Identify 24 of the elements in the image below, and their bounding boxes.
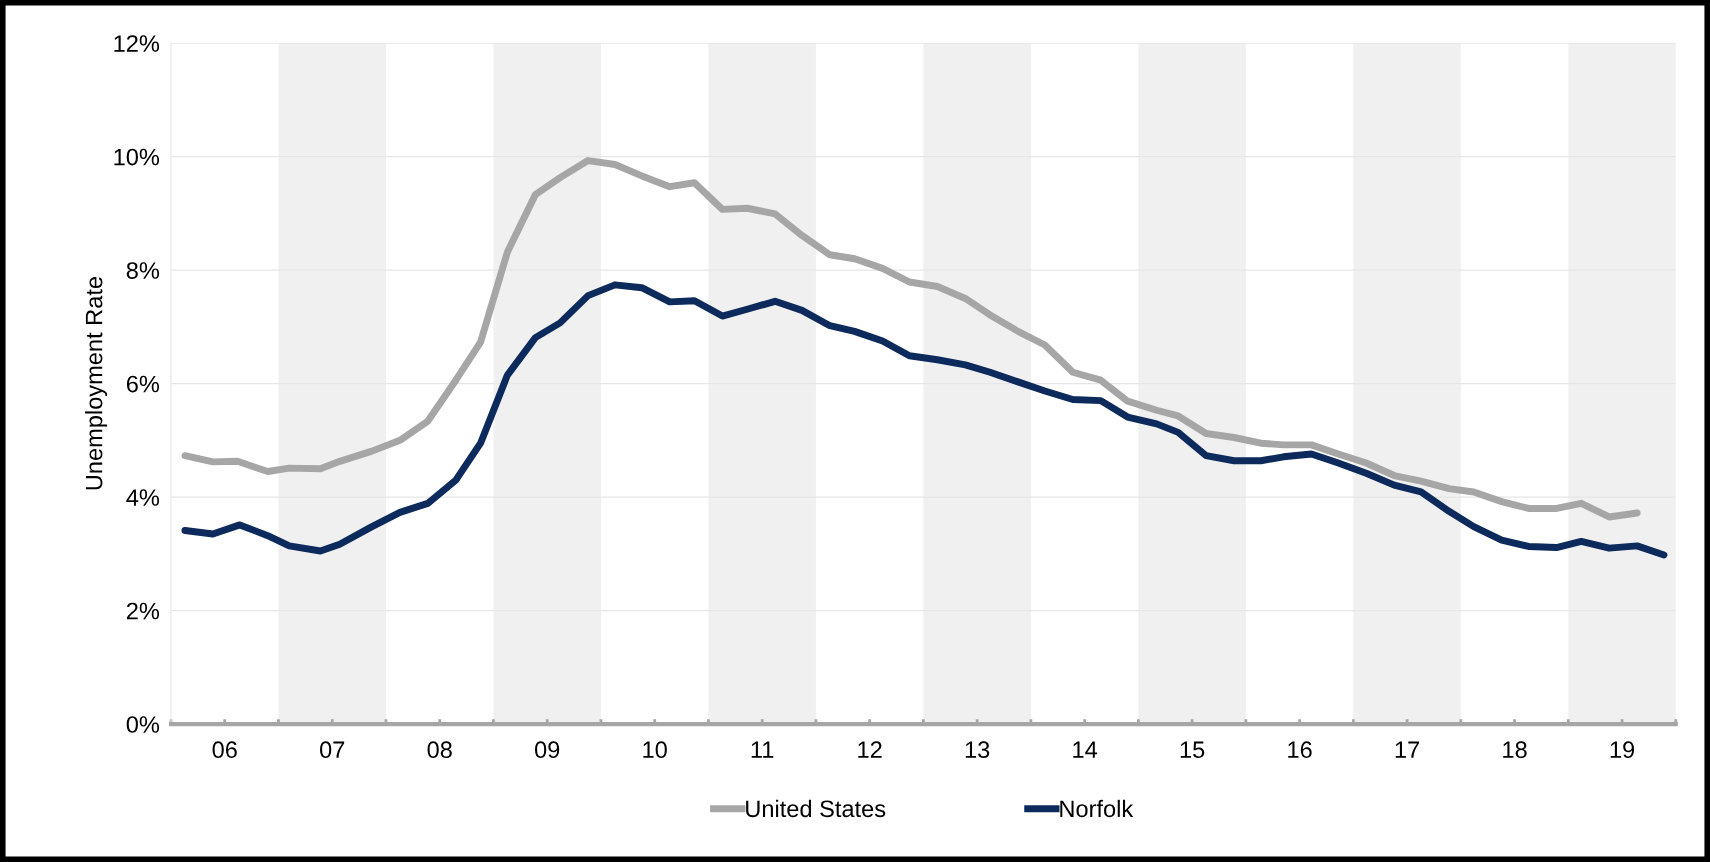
x-tick-label: 09 xyxy=(534,741,560,759)
x-tick-label: 13 xyxy=(965,741,990,759)
x-tick-label: 06 xyxy=(212,741,237,759)
y-tick-label: 8% xyxy=(126,262,160,279)
x-tick-label: 12 xyxy=(858,741,882,758)
y-tick-label: 10% xyxy=(114,148,160,166)
x-tick-label: 07 xyxy=(320,741,345,759)
y-tick-label: 0% xyxy=(126,716,160,733)
y-tick-label: 6% xyxy=(126,375,160,393)
x-tick-label: 11 xyxy=(751,741,774,758)
y-tick-label: 2% xyxy=(126,602,160,620)
y-tick-label: 4% xyxy=(126,489,160,506)
y-tick-label: 12% xyxy=(114,35,160,52)
x-tick-label: 16 xyxy=(1288,741,1312,759)
legend-label: United States xyxy=(746,799,886,818)
x-tick-label: 15 xyxy=(1180,741,1205,759)
x-tick-label: 17 xyxy=(1395,741,1420,758)
x-tick-label: 10 xyxy=(643,741,667,759)
legend-label: Norfolk xyxy=(1060,799,1134,818)
y-axis-title: Unemployment Rate xyxy=(85,277,108,490)
x-tick-label: 14 xyxy=(1073,741,1098,758)
x-tick-label: 08 xyxy=(427,741,452,759)
x-tick-label: 18 xyxy=(1503,741,1527,759)
x-tick-label: 19 xyxy=(1610,741,1635,759)
